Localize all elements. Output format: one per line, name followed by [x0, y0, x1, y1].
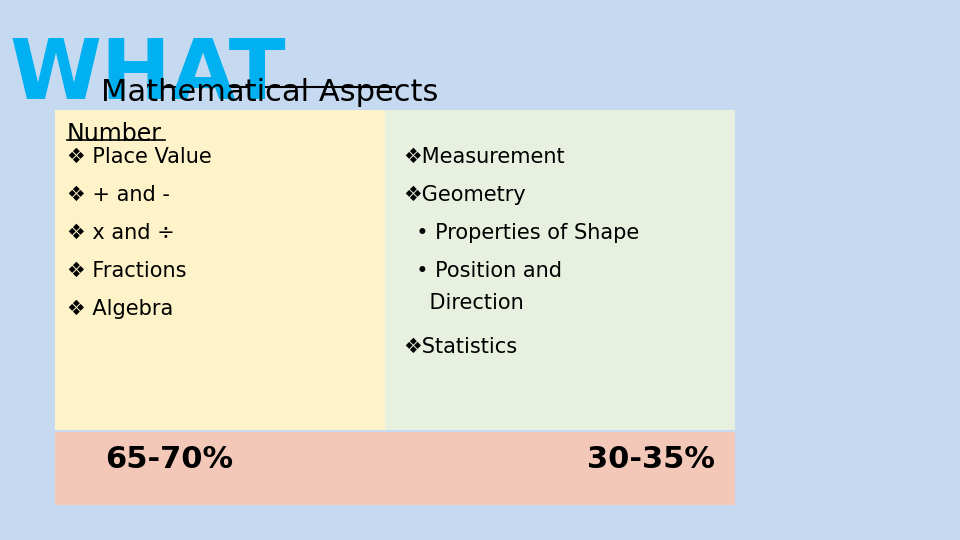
Text: 65-70%: 65-70% — [105, 445, 233, 474]
Text: ❖ x and ÷: ❖ x and ÷ — [67, 223, 175, 243]
Text: ❖Measurement: ❖Measurement — [403, 147, 564, 167]
Text: WHAT: WHAT — [10, 35, 287, 116]
FancyBboxPatch shape — [55, 432, 735, 505]
Text: 30-35%: 30-35% — [587, 445, 715, 474]
FancyBboxPatch shape — [55, 110, 385, 430]
Text: Direction: Direction — [403, 293, 524, 313]
Text: Number: Number — [67, 122, 162, 146]
FancyBboxPatch shape — [385, 110, 735, 430]
Text: • Properties of Shape: • Properties of Shape — [403, 223, 639, 243]
Text: ❖ Fractions: ❖ Fractions — [67, 261, 186, 281]
Text: Mathematical Aspects: Mathematical Aspects — [102, 78, 439, 107]
Text: ❖ + and -: ❖ + and - — [67, 185, 170, 205]
Text: ❖Geometry: ❖Geometry — [403, 185, 526, 205]
Text: ❖ Place Value: ❖ Place Value — [67, 147, 212, 167]
Text: ❖ Algebra: ❖ Algebra — [67, 299, 173, 319]
Text: ❖Statistics: ❖Statistics — [403, 337, 517, 357]
Text: • Position and: • Position and — [403, 261, 562, 281]
